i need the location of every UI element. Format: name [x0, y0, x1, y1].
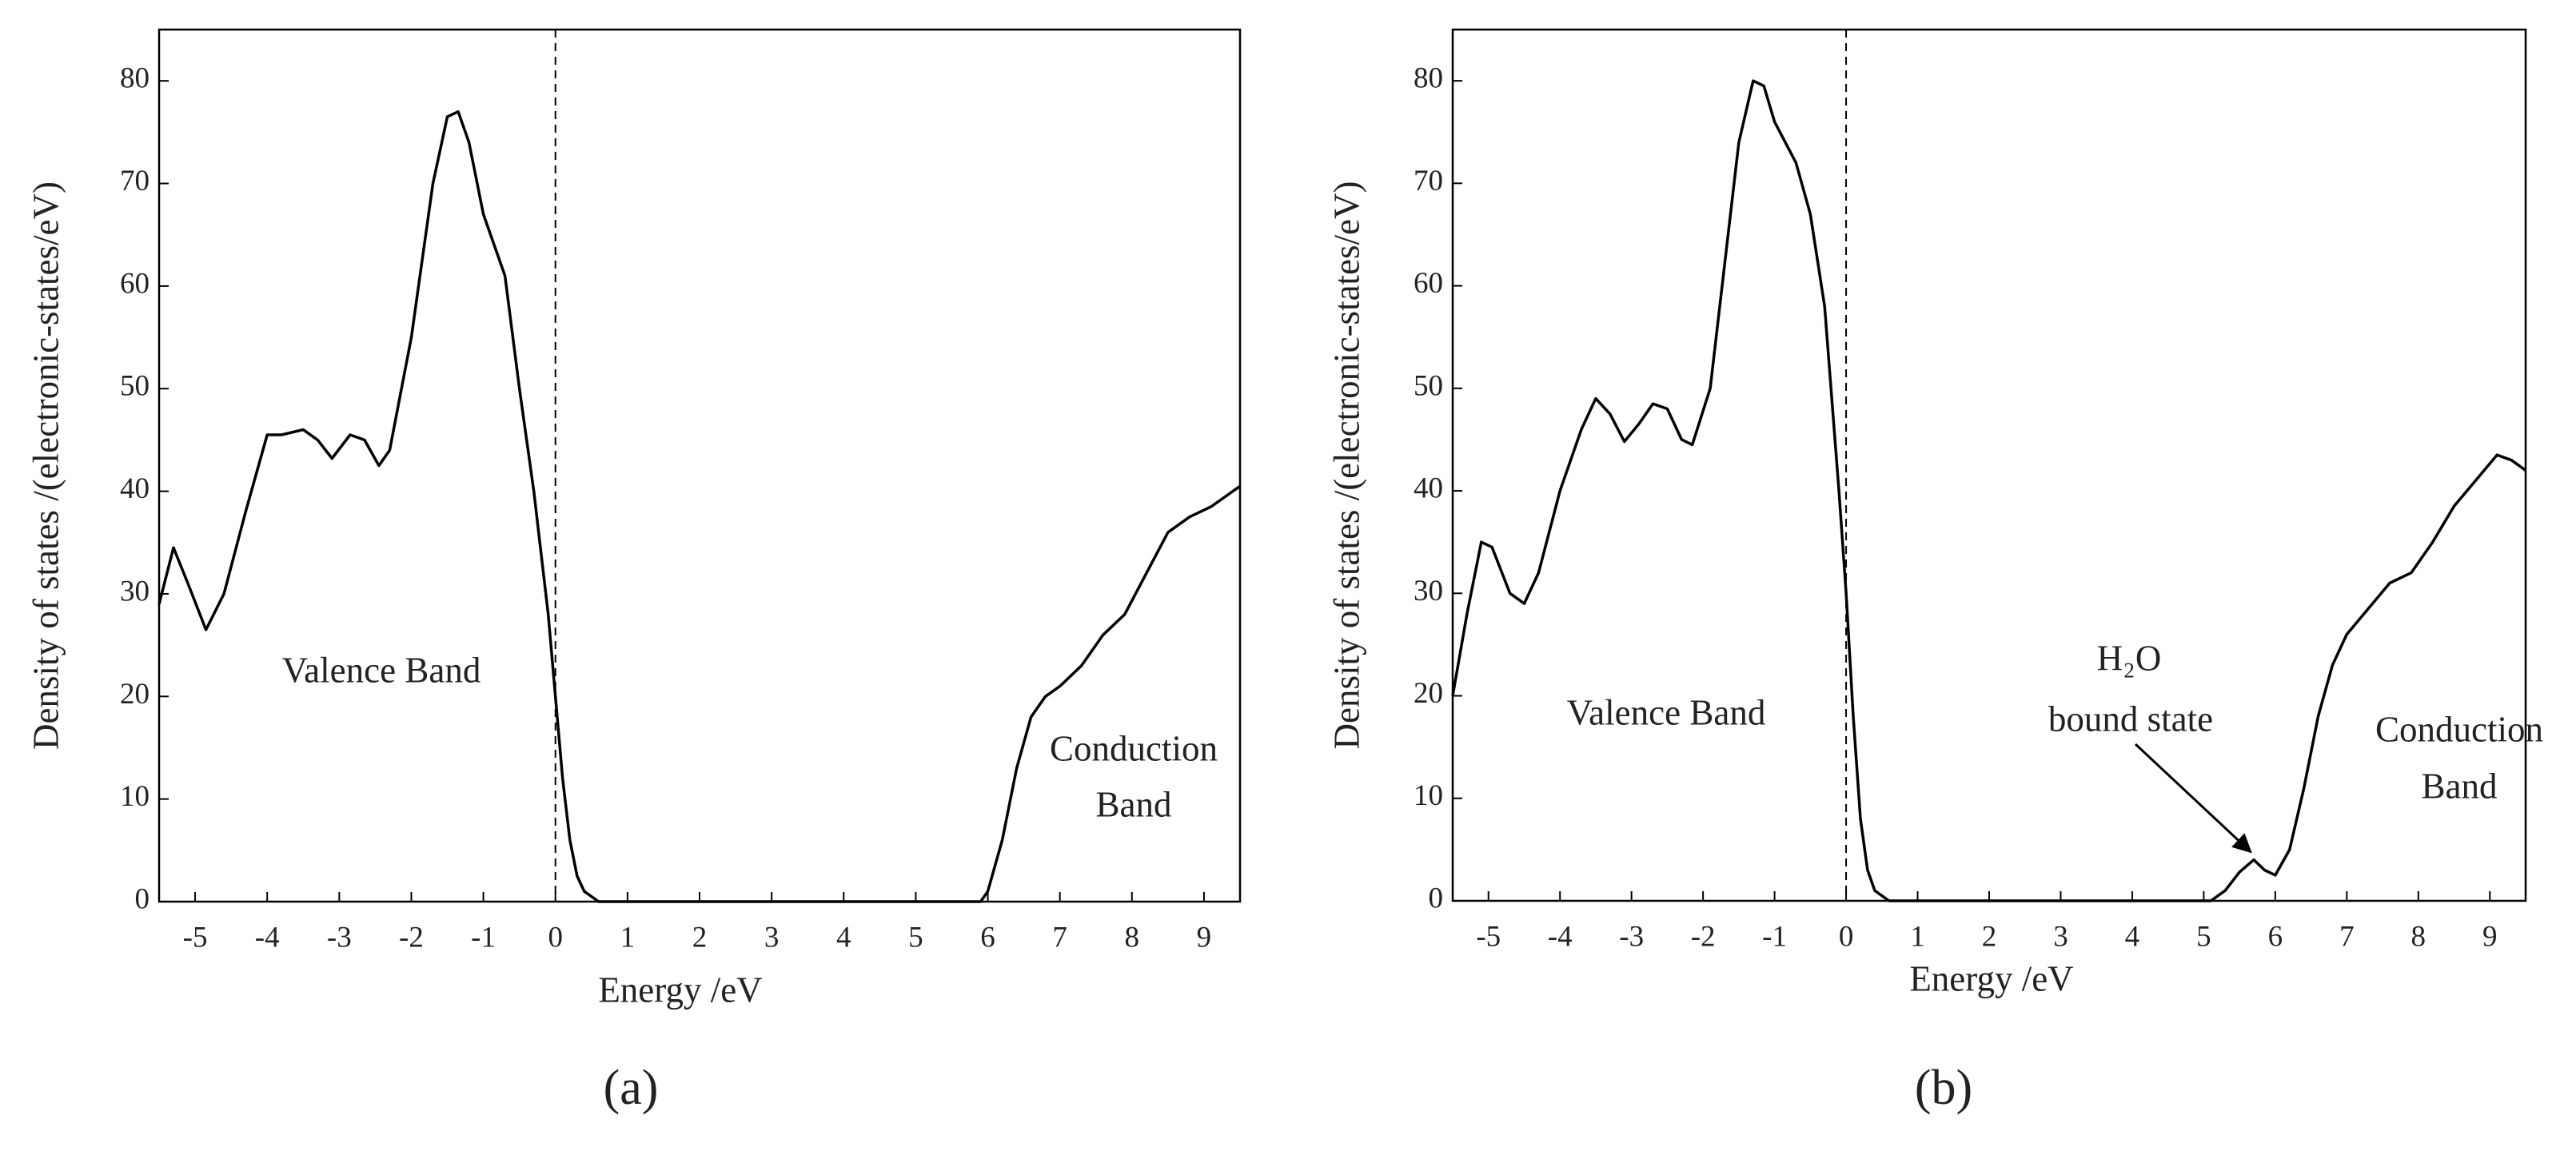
panel-caption: (a)	[604, 1061, 659, 1115]
x-axis-label: Energy /eV	[1909, 958, 2073, 998]
y-tick-label: 30	[1414, 575, 1443, 607]
y-tick-label: 80	[120, 62, 150, 95]
x-tick-label: 9	[2482, 920, 2498, 953]
y-axis-label: Density of states /(electronic-states/eV…	[26, 181, 66, 750]
y-tick-label: 0	[135, 882, 150, 915]
y-tick-label: 10	[120, 780, 150, 813]
y-tick-label: 60	[1414, 267, 1443, 300]
annotation: Conduction	[1050, 728, 1218, 768]
y-tick-label: 10	[1414, 779, 1443, 812]
x-tick-label: 5	[2196, 920, 2211, 953]
x-tick-label: -5	[1476, 920, 1501, 953]
y-tick-label: 50	[120, 370, 150, 403]
annotation: Valence Band	[282, 650, 481, 690]
x-tick-label: -2	[1691, 920, 1716, 953]
y-tick-label: 30	[120, 575, 150, 607]
x-tick-label: -1	[1762, 920, 1787, 953]
x-tick-label: 3	[2053, 920, 2068, 953]
y-tick-label: 70	[120, 165, 150, 197]
plot-frame	[1451, 28, 2527, 902]
y-tick-label: 60	[120, 267, 150, 300]
x-tick-label: -3	[327, 921, 352, 954]
y-tick-label: 50	[1414, 369, 1443, 402]
x-tick-label: 1	[620, 921, 636, 954]
x-tick-label: 6	[2268, 920, 2283, 953]
x-tick-label: 4	[836, 921, 851, 954]
annotation: H₂O	[2097, 638, 2162, 678]
annotation: Band	[1096, 784, 1172, 824]
annotation: Valence Band	[1567, 692, 1766, 732]
x-tick-label: 0	[548, 921, 563, 954]
x-tick-label: 7	[2339, 920, 2355, 953]
x-tick-label: -4	[255, 921, 280, 954]
x-tick-label: 2	[692, 921, 708, 954]
dos-curve	[158, 110, 1242, 903]
plot-frame	[158, 28, 1242, 903]
x-tick-label: 7	[1052, 921, 1067, 954]
x-tick-label: -1	[471, 921, 496, 954]
x-tick-label: -5	[183, 921, 208, 954]
x-tick-label: 0	[1839, 920, 1854, 953]
panel-caption: (b)	[1915, 1061, 1972, 1115]
y-tick-label: 40	[1414, 472, 1443, 505]
x-tick-label: 8	[2411, 920, 2426, 953]
x-tick-label: 9	[1197, 921, 1212, 954]
x-tick-label: 8	[1125, 921, 1140, 954]
annotation-arrow	[2134, 743, 2252, 854]
y-tick-label: 80	[1414, 62, 1443, 95]
x-axis-label: Energy /eV	[598, 970, 762, 1010]
x-tick-label: 3	[764, 921, 780, 954]
annotation: Conduction	[2375, 709, 2543, 749]
y-tick-label: 20	[120, 678, 150, 711]
x-tick-label: 6	[980, 921, 995, 954]
x-tick-label: -4	[1548, 920, 1573, 953]
y-tick-label: 40	[120, 472, 150, 505]
annotation: bound state	[2048, 699, 2213, 739]
x-tick-label: 5	[908, 921, 923, 954]
y-tick-label: 0	[1429, 882, 1444, 914]
x-tick-label: 1	[1910, 920, 1925, 953]
y-axis-label: Density of states /(electronic-states/eV…	[1326, 181, 1366, 750]
x-tick-label: 2	[1982, 920, 1997, 953]
annotation: Band	[2422, 766, 2498, 806]
y-tick-label: 70	[1414, 165, 1443, 197]
x-tick-label: 4	[2125, 920, 2140, 953]
x-tick-label: -2	[399, 921, 424, 954]
dos-curve	[1451, 79, 2527, 902]
y-tick-label: 20	[1414, 677, 1443, 710]
x-tick-label: -3	[1619, 920, 1644, 953]
